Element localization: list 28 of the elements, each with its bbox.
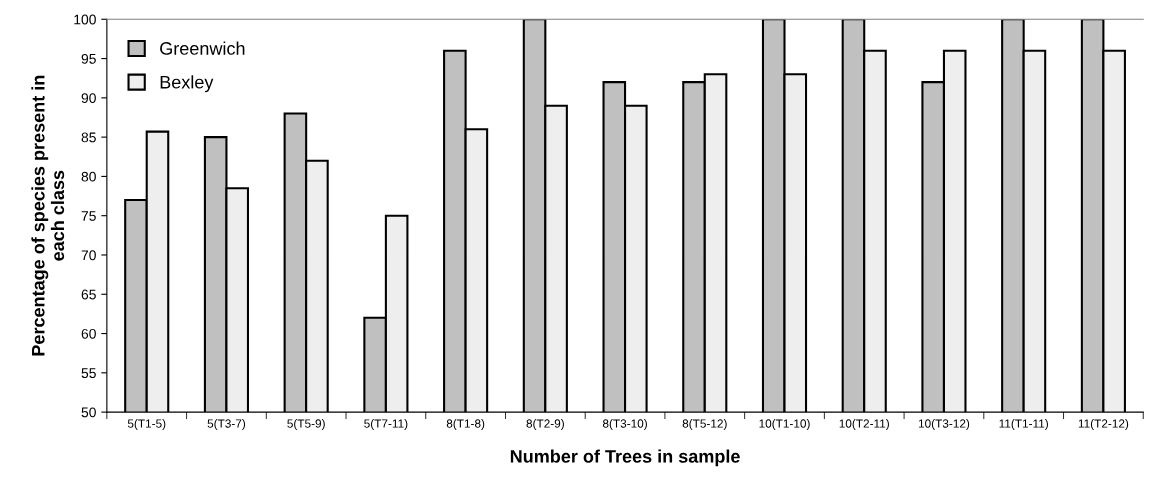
x-tick-label: 11(T2-12) <box>1078 419 1129 431</box>
x-tick-label: 8(T2-9) <box>526 419 564 431</box>
x-tick-label: 8(T3-10) <box>602 419 647 431</box>
x-tick-label: 10(T1-10) <box>759 419 810 431</box>
y-tick-label: 85 <box>81 132 96 143</box>
y-tick-label: 50 <box>81 407 96 418</box>
x-axis-title: Number of Trees in sample <box>510 449 740 467</box>
x-tick-label: 8(T5-12) <box>682 419 727 431</box>
x-tick-label: 5(T5-9) <box>287 419 325 431</box>
x-tick-label: 10(T3-12) <box>918 419 970 431</box>
x-tick-label: 8(T1-8) <box>446 419 485 431</box>
y-tick-label: 95 <box>81 53 96 64</box>
x-tick-label: 5(T3-7) <box>207 419 246 431</box>
y-tick-label: 90 <box>81 93 96 104</box>
y-tick-label: 100 <box>74 14 96 25</box>
x-tick-label: 11(T1-11) <box>999 419 1048 431</box>
y-tick-label: 70 <box>81 250 96 261</box>
y-axis-title: Percentage of species present in each class <box>31 75 65 356</box>
x-tick-label: 5(T1-5) <box>127 419 166 431</box>
y-tick-label: 60 <box>81 328 96 339</box>
y-tick-label: 55 <box>81 368 96 378</box>
y-tick-label: 75 <box>81 211 96 221</box>
y-tick-label: 65 <box>81 289 96 300</box>
x-tick-label: 10(T2-11) <box>839 419 889 431</box>
legend-label: Greenwich <box>160 41 245 55</box>
x-tick-label: 5(T7-11) <box>364 419 408 431</box>
legend-label: Bexley <box>160 75 214 93</box>
y-tick-label: 80 <box>81 171 96 182</box>
